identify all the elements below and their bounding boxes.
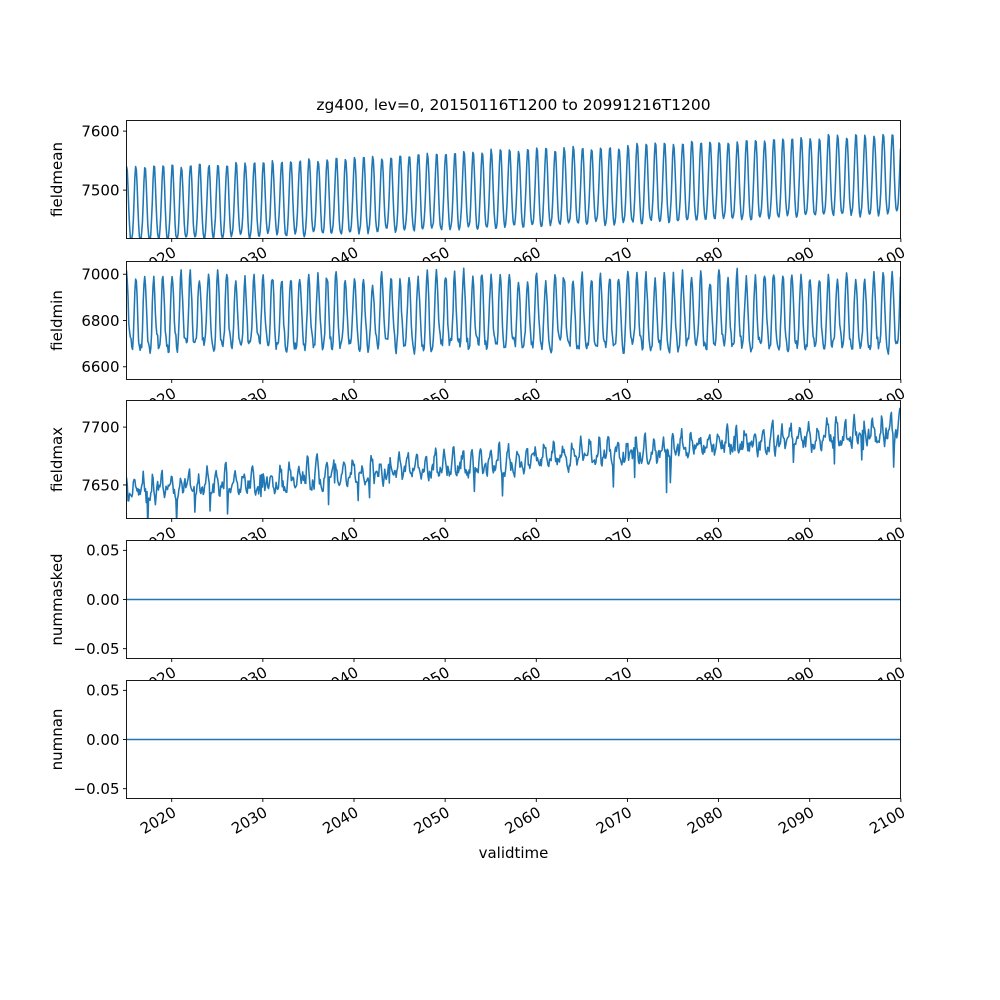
y-tick-label: 7700 <box>81 418 119 436</box>
axes-spines <box>126 400 901 519</box>
subplot-numnan: 2020 2030 2040 2050 2060 2070 2080 2090 2100 −0.0… <box>0 680 1000 838</box>
y-tick-label: 7500 <box>81 181 119 199</box>
y-tick-label: 6600 <box>81 358 119 376</box>
x-tick-label: 2090 <box>775 803 817 838</box>
x-tick-label: 2070 <box>593 803 635 838</box>
y-axis-label-nummasked: nummasked <box>48 553 66 645</box>
x-axis-label: validtime <box>479 844 549 862</box>
y-tick-label: −0.05 <box>74 640 120 658</box>
subplot-fieldmean: 2020 2030 2040 2050 2060 2070 2080 2090 21007500… <box>0 120 1000 278</box>
y-axis-label-fieldmax: fieldmax <box>48 427 66 492</box>
subplot-fieldmax: 2020203020402050206020702080209021007650… <box>0 400 1000 558</box>
y-tick-label: 0.00 <box>86 731 119 749</box>
x-tick-label: 2040 <box>320 803 362 838</box>
data-line-fieldmin <box>126 267 901 355</box>
x-tick-label: 2100 <box>866 803 908 838</box>
y-tick-label: 0.05 <box>86 542 119 560</box>
subplot-nummasked: 202020302040205020602070208020902100−0.0… <box>0 540 1000 698</box>
axes-spines <box>126 540 901 659</box>
subplot-fieldmin: 2020203020402050206020702080209021006600… <box>0 261 1000 419</box>
x-tick-label: 2050 <box>411 803 453 838</box>
y-axis-label-fieldmean: fieldmean <box>48 142 66 217</box>
y-tick-label: 6800 <box>81 312 119 330</box>
y-tick-label: −0.05 <box>74 780 120 798</box>
y-tick-label: 7600 <box>81 122 119 140</box>
data-line-fieldmean <box>126 133 901 239</box>
figure-title: zg400, lev=0, 20150116T1200 to 20991216T… <box>316 96 710 114</box>
y-tick-label: 7650 <box>81 476 119 494</box>
y-tick-label: 0.05 <box>86 682 119 700</box>
axes-spines <box>126 120 901 239</box>
data-line-fieldmax <box>126 407 901 519</box>
x-tick-label: 2030 <box>228 803 270 838</box>
axes-spines <box>126 680 901 799</box>
y-tick-label: 7000 <box>81 266 119 284</box>
x-tick-label: 2080 <box>684 803 726 838</box>
panel-background <box>0 120 1000 239</box>
x-tick-label: 2020 <box>137 803 179 838</box>
y-axis-label-numnan: numnan <box>48 709 66 771</box>
x-tick-label: 2060 <box>502 803 544 838</box>
axes-spines <box>126 261 901 380</box>
y-axis-label-fieldmin: fieldmin <box>48 290 66 351</box>
y-tick-label: 0.00 <box>86 591 119 609</box>
